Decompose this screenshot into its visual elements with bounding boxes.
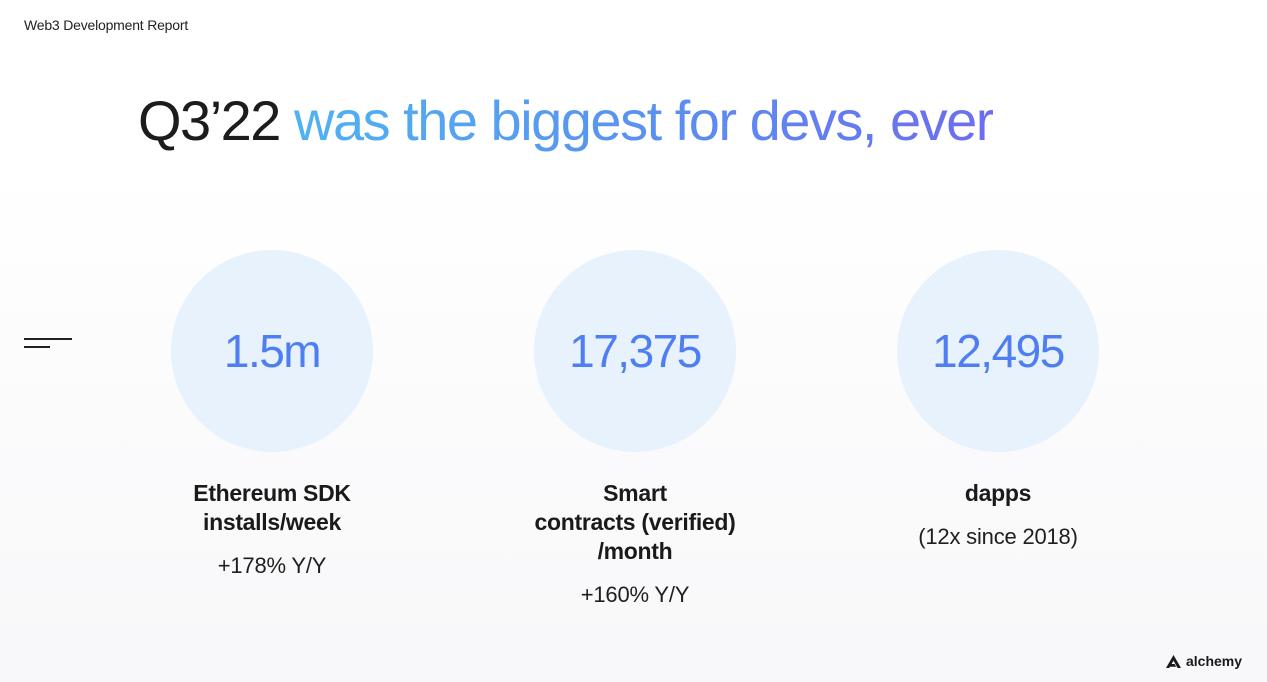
stat-label: Ethereum SDK installs/week (142, 479, 402, 537)
brand-logo: alchemy (1166, 653, 1242, 669)
stat-card-sdk-installs: 1.5m Ethereum SDK installs/week +178% Y/… (142, 250, 402, 579)
stat-value: 1.5m (223, 325, 322, 377)
alchemy-logo-icon (1166, 654, 1181, 668)
stat-circle: 17,375 (534, 250, 736, 452)
stat-label: dapps (868, 479, 1128, 508)
menu-line-short (24, 346, 50, 348)
stat-label: Smart contracts (verified) /month (505, 479, 765, 566)
brand-name: alchemy (1186, 653, 1243, 669)
headline-accent: was the biggest for devs, ever (294, 89, 994, 152)
stat-label-line: contracts (verified) (534, 509, 736, 535)
stat-label-line: Ethereum SDK (193, 480, 351, 506)
stat-growth: +160% Y/Y (580, 582, 690, 607)
stat-circle: 1.5m (171, 250, 373, 452)
stat-growth: +178% Y/Y (217, 553, 327, 578)
stat-note: (12x since 2018) (918, 524, 1078, 549)
stat-card-dapps: 12,495 dapps (12x since 2018) (868, 250, 1128, 550)
menu-line-long (24, 338, 72, 340)
stat-circle: 12,495 (897, 250, 1099, 452)
menu-lines-icon (24, 338, 72, 350)
headline-lead: Q3’22 (138, 89, 281, 152)
stat-value: 17,375 (569, 325, 702, 377)
stat-card-smart-contracts: 17,375 Smart contracts (verified) /month… (505, 250, 765, 608)
stat-value: 12,495 (932, 325, 1065, 377)
stat-label-line: dapps (964, 480, 1032, 506)
report-label: Web3 Development Report (24, 17, 189, 33)
headline: Q3’22 was the biggest for devs, ever (138, 86, 994, 156)
stat-label-line: Smart (603, 480, 667, 506)
stat-label-line: /month (597, 538, 673, 564)
stat-label-line: installs/week (202, 509, 341, 535)
